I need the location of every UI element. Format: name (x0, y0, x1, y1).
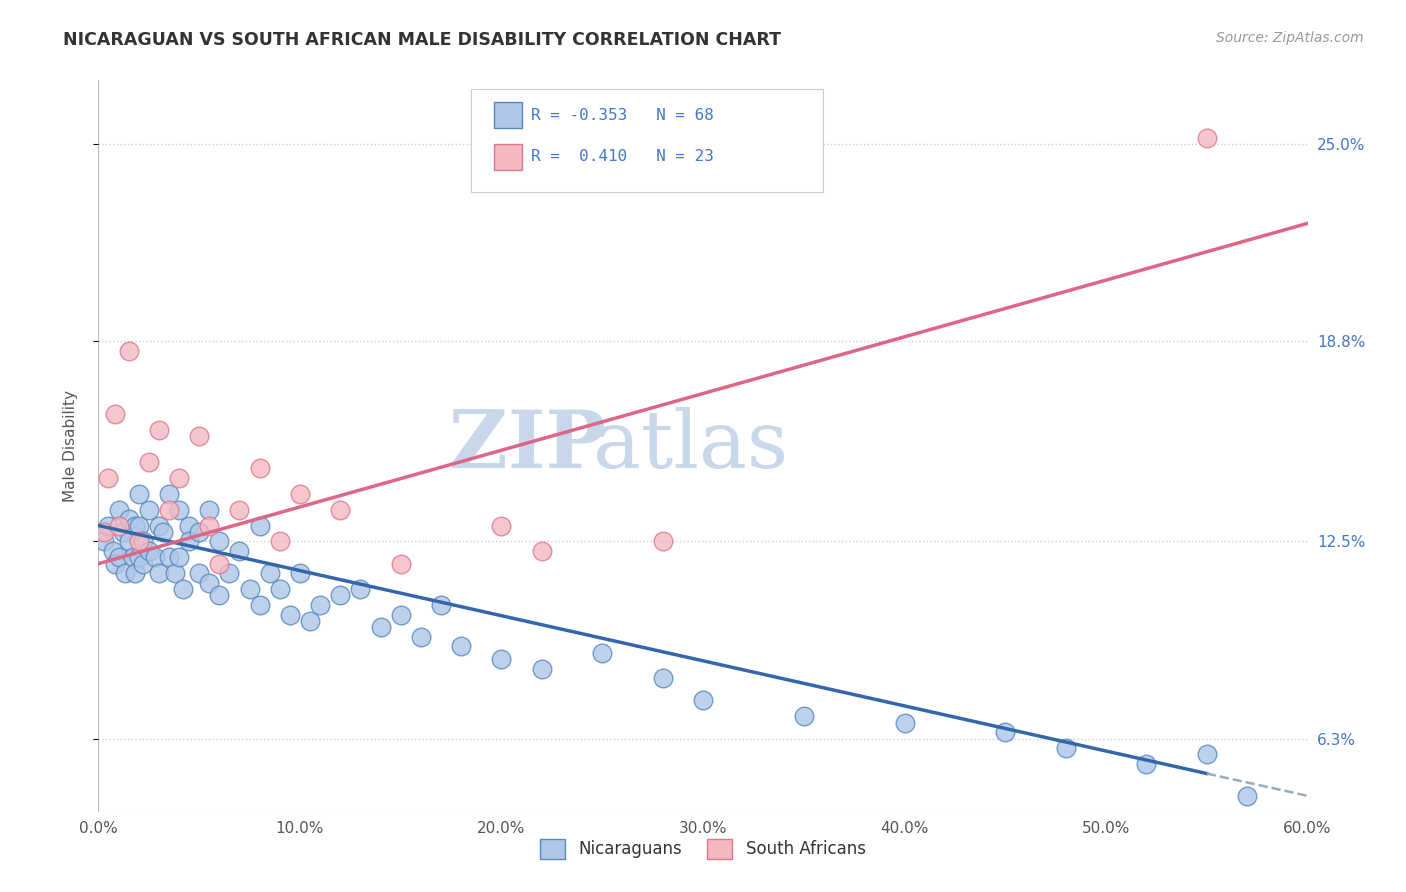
Point (530, 662, 553, 676)
Point (430, 598, 453, 612)
Point (93, 534, 115, 549)
Point (228, 544, 250, 558)
Point (591, 646, 613, 660)
Point (329, 589, 352, 603)
Point (530, 544, 553, 558)
Point (132, 534, 155, 549)
Point (651, 671, 673, 685)
Point (172, 582, 194, 596)
Point (1195, 130, 1218, 145)
Point (118, 512, 141, 526)
Point (188, 524, 211, 539)
Point (893, 715, 915, 730)
Point (288, 486, 311, 500)
Point (93, 524, 115, 539)
Point (121, 550, 143, 565)
Point (651, 534, 673, 549)
Point (138, 544, 160, 558)
Point (692, 693, 714, 707)
Point (107, 518, 129, 533)
Point (157, 502, 180, 516)
Point (101, 544, 124, 558)
Point (128, 518, 150, 533)
Point (278, 607, 301, 622)
Point (138, 502, 160, 516)
Point (128, 550, 150, 565)
Point (491, 652, 513, 666)
Point (249, 518, 271, 533)
Point (107, 550, 129, 565)
Point (167, 550, 190, 565)
Point (163, 566, 186, 581)
Point (128, 486, 150, 500)
Point (97, 471, 120, 485)
Point (239, 582, 262, 596)
Text: NICARAGUAN VS SOUTH AFRICAN MALE DISABILITY CORRELATION CHART: NICARAGUAN VS SOUTH AFRICAN MALE DISABIL… (63, 31, 782, 49)
Point (349, 582, 371, 596)
Point (167, 471, 190, 485)
Y-axis label: Male Disability: Male Disability (63, 390, 77, 502)
Point (188, 566, 211, 581)
Point (132, 557, 155, 571)
Point (288, 566, 311, 581)
Point (179, 518, 201, 533)
Point (228, 502, 250, 516)
Point (114, 566, 136, 581)
Point (148, 566, 170, 581)
Point (208, 557, 231, 571)
Point (107, 502, 129, 516)
Point (179, 534, 201, 549)
Point (1236, 789, 1258, 803)
Point (249, 461, 271, 475)
Point (157, 550, 180, 565)
Point (793, 709, 815, 723)
Point (249, 598, 271, 612)
Point (994, 725, 1017, 739)
Point (111, 524, 134, 539)
Point (148, 423, 170, 437)
Point (259, 566, 281, 581)
Point (148, 518, 170, 533)
Text: ZIP: ZIP (450, 407, 606, 485)
Point (198, 518, 221, 533)
Point (409, 630, 432, 644)
Point (157, 486, 180, 500)
Point (218, 566, 240, 581)
Point (188, 429, 211, 443)
Point (124, 566, 146, 581)
Point (124, 518, 146, 533)
Point (370, 620, 392, 634)
Text: R = -0.353   N = 68: R = -0.353 N = 68 (531, 108, 714, 122)
Text: atlas: atlas (592, 407, 787, 485)
Point (198, 575, 221, 590)
Point (167, 502, 190, 516)
Point (269, 534, 291, 549)
Text: Source: ZipAtlas.com: Source: ZipAtlas.com (1216, 31, 1364, 45)
Point (208, 589, 231, 603)
Point (208, 534, 231, 549)
Point (198, 502, 221, 516)
Point (1135, 757, 1157, 772)
Point (389, 607, 412, 622)
Text: R =  0.410   N = 23: R = 0.410 N = 23 (531, 150, 714, 164)
Point (309, 598, 332, 612)
Point (329, 502, 352, 516)
Legend: Nicaraguans, South Africans: Nicaraguans, South Africans (534, 832, 872, 865)
Point (118, 534, 141, 549)
Point (1054, 741, 1077, 756)
Point (103, 557, 125, 571)
Point (491, 518, 513, 533)
Point (138, 455, 160, 469)
Point (152, 524, 174, 539)
Point (118, 343, 141, 358)
Point (269, 582, 291, 596)
Point (128, 534, 150, 549)
Point (97, 518, 120, 533)
Point (143, 550, 166, 565)
Point (389, 557, 412, 571)
Point (103, 407, 125, 421)
Point (299, 614, 322, 628)
Point (1195, 747, 1218, 762)
Point (450, 640, 472, 654)
